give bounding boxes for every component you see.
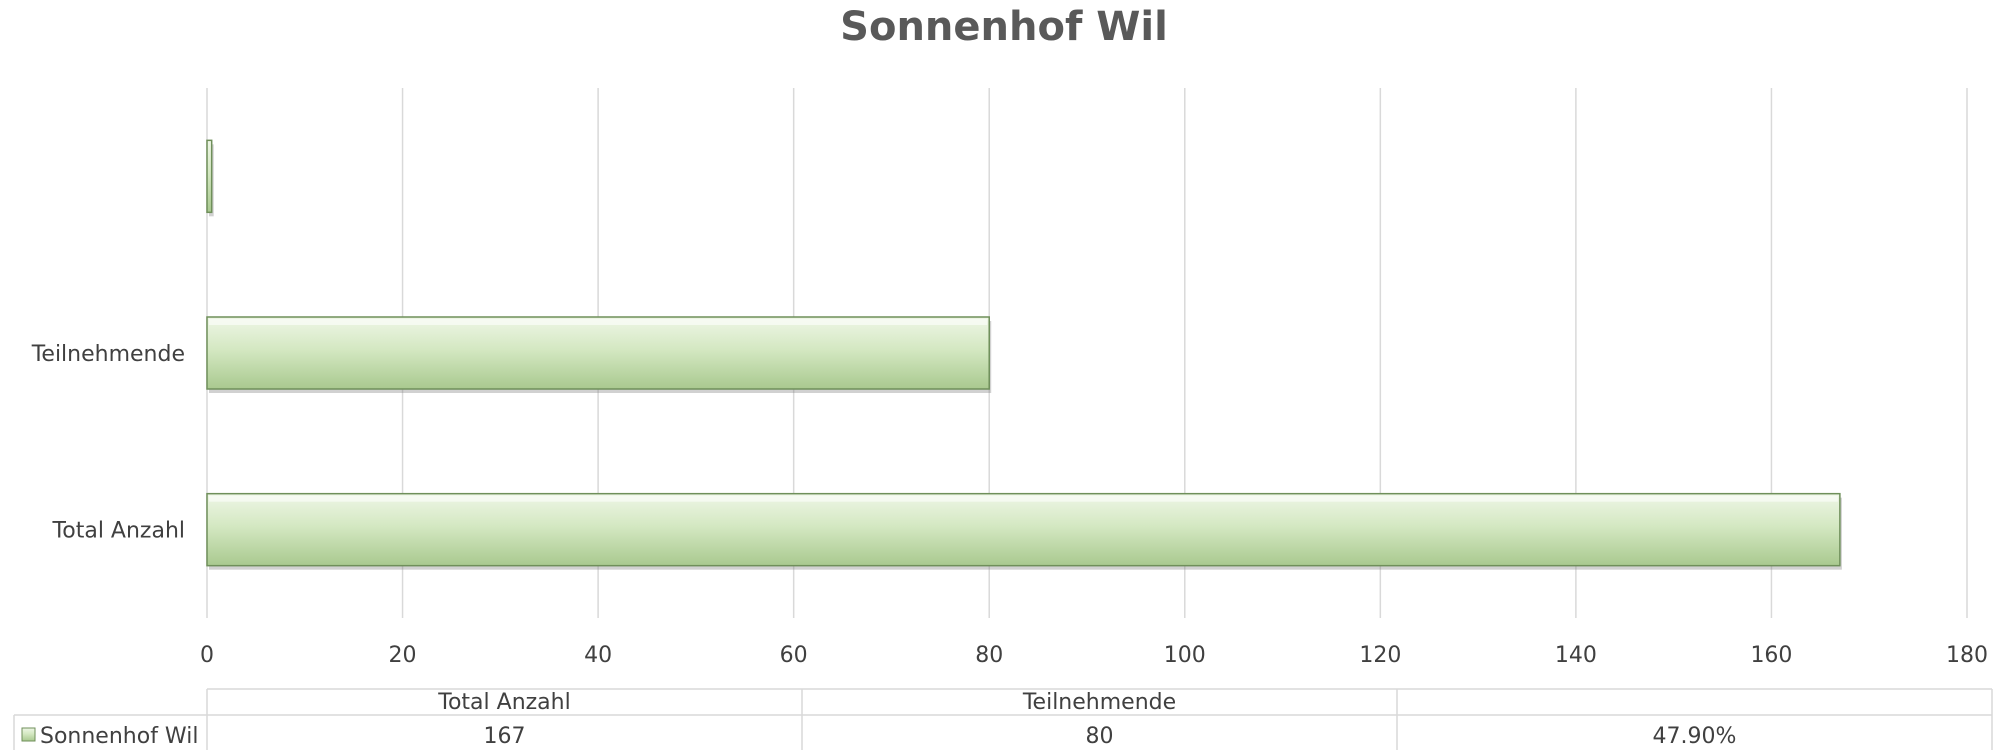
category-label: Teilnehmende [31, 342, 185, 367]
table-header: Total Anzahl [437, 690, 570, 715]
table-row-label: Sonnenhof Wil [40, 724, 198, 749]
category-label: Total Anzahl [52, 519, 185, 544]
bars [206, 139, 1842, 570]
x-axis: 0 20 40 60 80 100 120 140 160 180 [200, 643, 1988, 668]
bar [206, 492, 1841, 567]
table-value: 167 [484, 724, 526, 749]
x-tick-label: 160 [1750, 643, 1792, 668]
x-tick-label: 60 [780, 643, 808, 668]
x-tick-label: 100 [1164, 643, 1206, 668]
bar-bevel [209, 319, 988, 325]
bar-bevel [209, 495, 1838, 502]
x-tick-label: 180 [1946, 643, 1988, 668]
chart-title: Sonnenhof Wil [840, 4, 1168, 50]
x-tick-label: 140 [1555, 643, 1597, 668]
legend-key [21, 727, 36, 742]
x-tick-label: 40 [584, 643, 612, 668]
table-value: 47.90% [1653, 724, 1737, 749]
bar [206, 139, 213, 214]
table-value: 80 [1086, 724, 1114, 749]
table-header: Teilnehmende [1022, 690, 1176, 715]
x-tick-label: 80 [975, 643, 1003, 668]
x-tick-label: 120 [1359, 643, 1401, 668]
x-tick-label: 0 [200, 643, 214, 668]
bar [206, 316, 990, 390]
data-table: Total Anzahl Teilnehmende 167 80 47.90% Sonne… [13, 688, 1993, 750]
x-tick-label: 20 [389, 643, 417, 668]
y-axis: Total Anzahl Teilnehmende [31, 342, 185, 544]
